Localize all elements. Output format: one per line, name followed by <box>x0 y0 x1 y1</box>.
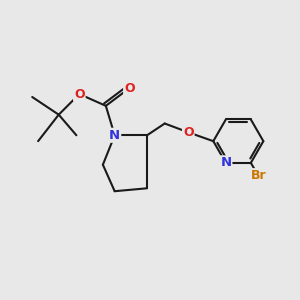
Text: Br: Br <box>250 169 266 182</box>
Text: N: N <box>109 129 120 142</box>
Text: O: O <box>74 88 85 100</box>
Text: O: O <box>124 82 135 95</box>
Text: N: N <box>220 156 231 169</box>
Text: O: O <box>183 126 194 139</box>
